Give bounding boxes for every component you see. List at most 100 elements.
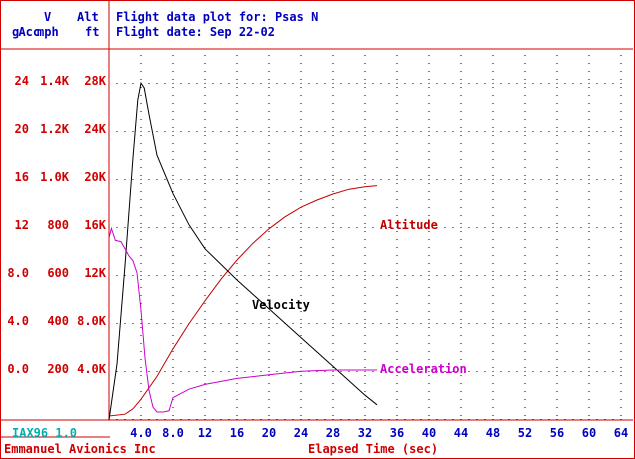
grid-dot [164, 371, 166, 372]
grid-dot [172, 83, 174, 84]
grid-dot [492, 271, 494, 272]
grid-dot [388, 323, 390, 324]
grid-dot [468, 179, 470, 180]
grid-dot [524, 367, 526, 368]
grid-dot [204, 383, 206, 384]
grid-dot [268, 215, 270, 216]
grid-dot [300, 279, 302, 280]
grid-dot [460, 359, 462, 360]
grid-dot [316, 275, 318, 276]
grid-dot [460, 343, 462, 344]
grid-dot [612, 131, 614, 132]
grid-dot [388, 419, 390, 420]
x-tick-label: 12 [197, 426, 213, 440]
grid-dot [172, 131, 174, 132]
grid-dot [300, 79, 302, 80]
grid-dot [300, 143, 302, 144]
grid-dot [588, 303, 590, 304]
grid-dot [204, 119, 206, 120]
grid-dot [460, 335, 462, 336]
grid-dot [620, 103, 622, 104]
grid-dot [348, 227, 350, 228]
grid-dot [380, 131, 382, 132]
velocity-axis-unit: mph [37, 25, 59, 39]
x-tick-label: 8.0 [162, 426, 184, 440]
grid-dot [492, 207, 494, 208]
grid-dot [428, 279, 430, 280]
grid-dot [492, 87, 494, 88]
grid-dot [556, 295, 558, 296]
grid-dot [204, 227, 206, 228]
grid-dot [204, 131, 206, 132]
grid-dot [492, 79, 494, 80]
grid-dot [316, 227, 318, 228]
grid-dot [452, 83, 454, 84]
grid-dot [332, 263, 334, 264]
grid-dot [460, 371, 462, 372]
grid-dot [396, 367, 398, 368]
grid-dot [420, 227, 422, 228]
grid-dot [140, 199, 142, 200]
grid-dot [620, 71, 622, 72]
grid-dot [556, 247, 558, 248]
grid-dot [204, 63, 206, 64]
grid-dot [396, 87, 398, 88]
grid-dot [140, 287, 142, 288]
grid-dot [212, 371, 214, 372]
grid-dot [364, 419, 366, 420]
grid-dot [236, 367, 238, 368]
grid-dot [572, 83, 574, 84]
grid-dot [524, 127, 526, 128]
grid-dot [132, 323, 134, 324]
grid-dot [364, 263, 366, 264]
grid-dot [588, 55, 590, 56]
grid-dot [428, 271, 430, 272]
grid-dot [252, 323, 254, 324]
grid-dot [396, 391, 398, 392]
grid-dot [524, 375, 526, 376]
grid-dot [500, 323, 502, 324]
grid-dot [604, 131, 606, 132]
grid-dot [204, 239, 206, 240]
grid-dot [268, 239, 270, 240]
grid-dot [556, 287, 558, 288]
grid-dot [156, 419, 158, 420]
grid-dot [172, 343, 174, 344]
grid-dot [492, 151, 494, 152]
grid-dot [204, 343, 206, 344]
grid-dot [468, 323, 470, 324]
grid-dot [236, 215, 238, 216]
grid-dot [596, 419, 598, 420]
grid-dot [300, 319, 302, 320]
grid-dot [268, 263, 270, 264]
grid-dot [516, 323, 518, 324]
grid-dot [140, 343, 142, 344]
grid-dot [396, 83, 398, 84]
grid-dot [396, 143, 398, 144]
grid-dot [492, 167, 494, 168]
grid-dot [300, 399, 302, 400]
y-tick-label-alt: 4.0K [77, 362, 106, 376]
grid-dot [292, 179, 294, 180]
grid-dot [228, 131, 230, 132]
grid-dot [236, 311, 238, 312]
grid-dot [204, 143, 206, 144]
y-tick-label-acc: 24 [14, 74, 29, 88]
grid-dot [332, 319, 334, 320]
grid-dot [588, 95, 590, 96]
grid-dot [588, 343, 590, 344]
grid-dot [524, 407, 526, 408]
grid-dot [396, 135, 398, 136]
grid-dot [428, 143, 430, 144]
grid-dot [260, 83, 262, 84]
grid-dot [428, 207, 430, 208]
grid-dot [164, 323, 166, 324]
grid-dot [484, 323, 486, 324]
grid-dot [244, 371, 246, 372]
grid-dot [188, 83, 190, 84]
grid-dot [396, 239, 398, 240]
grid-dot [116, 419, 118, 420]
grid-dot [492, 351, 494, 352]
grid-dot [620, 367, 622, 368]
